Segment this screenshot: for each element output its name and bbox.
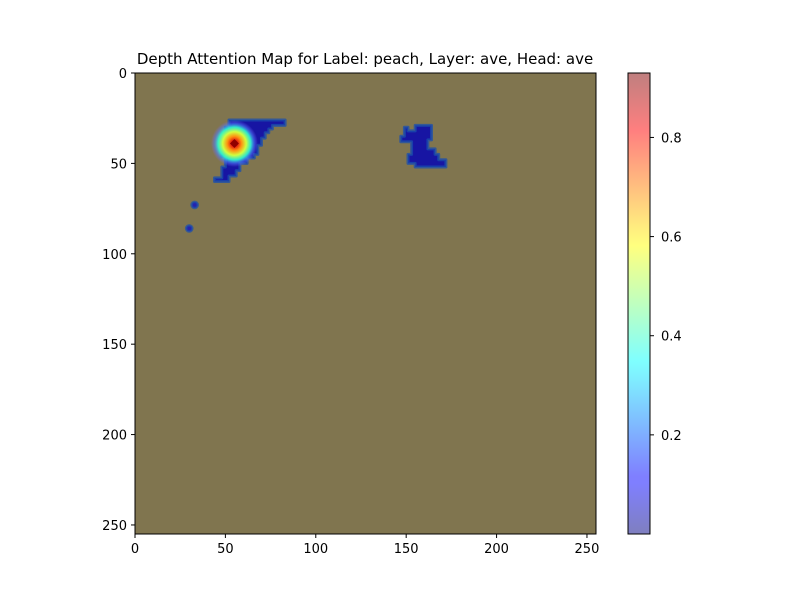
colorbar-tick-label: 0.2 [661, 429, 682, 444]
chart-title: Depth Attention Map for Label: peach, La… [137, 50, 593, 68]
plot-area [134, 72, 597, 535]
x-tick-label: 0 [131, 542, 139, 557]
plot-background [135, 73, 596, 534]
y-tick-label: 100 [102, 248, 127, 263]
y-tick-label: 0 [119, 67, 127, 82]
x-tick-label: 200 [484, 542, 509, 557]
y-tick-label: 150 [102, 338, 127, 353]
attention-region-2 [399, 123, 448, 169]
y-axis: 0 50 100 150 200 250 [102, 67, 135, 534]
x-tick-label: 250 [575, 542, 600, 557]
y-tick-label: 50 [110, 157, 127, 172]
colorbar-tick-label: 0.4 [661, 330, 682, 345]
attention-point-3 [190, 200, 199, 210]
colorbar-tick-label: 0.6 [661, 231, 682, 246]
x-tick-label: 50 [217, 542, 234, 557]
colorbar-gradient [628, 73, 650, 534]
colorbar-ticks: 0.2 0.4 0.6 0.8 [650, 131, 682, 444]
y-tick-label: 250 [102, 519, 127, 534]
colorbar-tick-label: 0.8 [661, 131, 682, 146]
x-tick-label: 150 [394, 542, 419, 557]
colorbar-frame [627, 72, 651, 535]
attention-point-4 [184, 224, 194, 233]
x-axis: 0 50 100 150 200 250 [131, 534, 600, 557]
plot-frame [134, 72, 597, 535]
colorbar: 0.2 0.4 0.6 0.8 [627, 72, 682, 535]
attention-peak [229, 139, 239, 149]
attention-regions [184, 118, 448, 233]
y-tick-label: 200 [102, 429, 127, 444]
x-tick-label: 100 [303, 542, 328, 557]
